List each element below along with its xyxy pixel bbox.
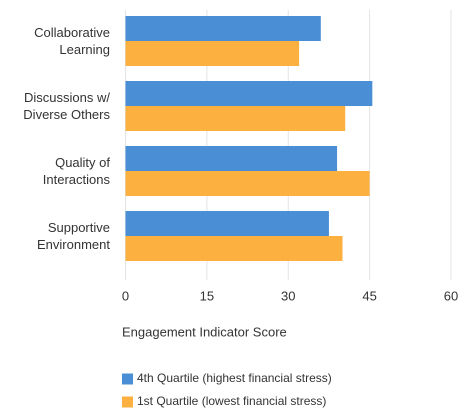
bar [125, 211, 329, 236]
legend-label: 1st Quartile (lowest financial stress) [137, 394, 326, 408]
x-tick-label: 60 [444, 288, 458, 303]
bar [125, 81, 373, 106]
x-tick-label: 0 [122, 288, 129, 303]
x-tick-label: 15 [200, 288, 214, 303]
x-axis-title: Engagement Indicator Score [122, 324, 287, 339]
y-tick-label: Supportive Environment [37, 220, 110, 252]
y-tick-label: Quality of Interactions [42, 155, 110, 187]
legend-swatch [122, 396, 133, 408]
bar [125, 236, 343, 261]
legend-label: 4th Quartile (highest financial stress) [137, 371, 332, 385]
bar [125, 146, 338, 171]
legend-swatch [122, 373, 133, 385]
bar [125, 41, 300, 66]
x-tick-label: 45 [362, 288, 376, 303]
bar [125, 171, 370, 196]
y-tick-label: Discussions w/ Diverse Others [23, 90, 110, 122]
x-tick-label: 30 [281, 288, 295, 303]
bar [125, 16, 321, 41]
y-tick-label: Collaborative Learning [34, 25, 110, 57]
bar [125, 106, 346, 131]
